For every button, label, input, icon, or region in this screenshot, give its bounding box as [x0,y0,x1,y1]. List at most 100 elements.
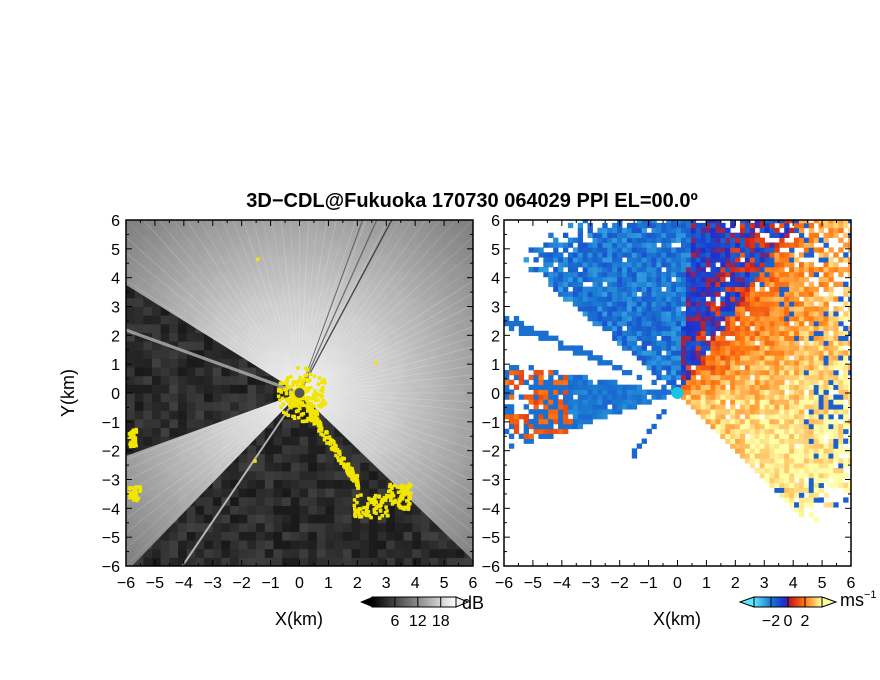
x-tick-label: −6 [117,575,135,592]
velocity-cell [789,340,795,346]
velocity-cell [759,227,765,234]
velocity-cell [592,320,598,327]
highlight-cell [316,398,320,402]
velocity-cell [641,325,647,332]
velocity-cell [533,369,539,376]
velocity-cell [705,340,711,346]
velocity-cell [685,345,692,351]
velocity-cell [685,389,692,395]
velocity-cell [730,394,736,400]
velocity-cell [607,237,613,243]
velocity-cell [818,227,824,234]
velocity-cell [523,428,529,435]
velocity-cell [617,330,623,337]
highlight-cell [388,482,392,487]
velocity-cell [749,262,756,268]
velocity-cell [754,374,761,381]
velocity-cell [823,492,829,498]
velocity-cell [720,379,726,386]
noise-cell [134,444,144,455]
velocity-cell [528,374,534,381]
velocity-cell [798,276,805,283]
velocity-cell [794,345,800,351]
noise-cell [256,220,266,221]
velocity-cell [779,414,785,420]
velocity-cell [631,306,638,312]
velocity-cell [725,409,731,415]
radial-texture [290,220,300,394]
noise-cell [282,470,292,480]
left-plot-area [126,211,482,566]
velocity-cell [833,306,839,312]
velocity-cell [528,384,534,390]
velocity-cell [754,325,761,332]
velocity-cell [789,335,795,341]
highlight-cell [321,398,326,403]
velocity-cell [621,281,628,288]
velocity-cell [779,237,785,243]
velocity-cell [666,360,672,366]
velocity-cell [641,316,647,322]
noise-cell [212,401,222,411]
velocity-cell [626,320,633,327]
velocity-cell [553,252,559,258]
highlight-cell [351,471,355,476]
velocity-cell [803,399,810,405]
velocity-cell [774,320,780,327]
radial-texture [299,392,473,482]
velocity-cell [631,242,638,248]
velocity-cell [808,374,815,381]
velocity-cell [769,266,775,273]
velocity-cell [779,472,785,479]
velocity-cell [769,389,775,395]
highlight-cell [319,380,324,384]
noise-cell [273,470,283,480]
velocity-cell [843,404,849,410]
velocity-cell [592,409,598,415]
velocity-cell [621,311,628,317]
velocity-cell [798,384,805,390]
velocity-cell [789,448,795,454]
velocity-cell [784,399,790,405]
velocity-cell [803,311,810,317]
velocity-cell [690,232,697,238]
velocity-cell [813,232,820,238]
highlight-cell [325,430,329,435]
noise-cell [238,453,248,463]
velocity-cell [798,350,805,356]
noise-cell [446,540,457,550]
velocity-cell [710,262,716,268]
velocity-cell [577,247,584,253]
velocity-cell [838,472,844,479]
velocity-cell [789,467,795,474]
velocity-cell [626,345,633,351]
velocity-cell [720,384,726,390]
noise-cell [325,418,335,429]
highlight-cell [357,515,362,519]
velocity-cell [680,227,687,234]
velocity-cell [710,330,716,337]
velocity-cell [808,286,815,292]
velocity-cell [700,365,706,371]
highlight-cell [304,396,308,401]
noise-cell [473,358,482,367]
velocity-cell [769,374,775,381]
velocity-cell [641,438,647,444]
velocity-cell [631,232,638,238]
velocity-cell [764,306,770,312]
velocity-cell [612,281,618,288]
noise-cell [160,427,170,437]
velocity-cell [833,467,839,474]
noise-cell [473,211,482,220]
noise-cell [377,540,387,550]
noise-cell [247,505,257,515]
velocity-cell [700,330,706,337]
velocity-cell [769,467,775,474]
velocity-cell [828,340,834,346]
velocity-cell [843,374,849,381]
noise-cell [299,462,309,472]
noise-cell [204,548,214,558]
velocity-cell [784,443,790,449]
velocity-cell [587,266,593,273]
noise-cell [273,514,283,524]
